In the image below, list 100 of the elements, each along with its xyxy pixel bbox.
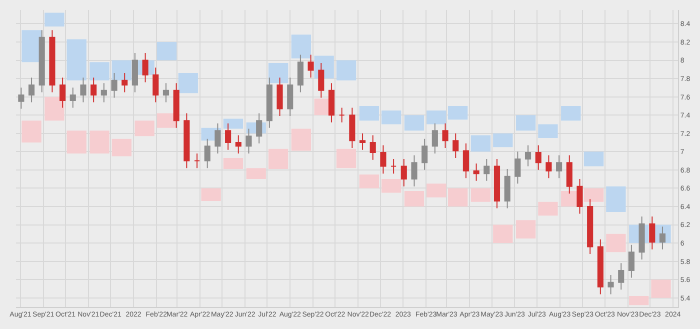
bar: [90, 130, 110, 154]
candlestick: [504, 168, 510, 209]
bar: [448, 106, 468, 120]
bar: [44, 12, 64, 26]
candlestick: [649, 216, 656, 250]
bar: [584, 188, 604, 202]
candlestick: [484, 158, 490, 182]
bar: [538, 124, 558, 138]
bar: [336, 148, 356, 168]
bar: [156, 42, 177, 60]
bar: [134, 120, 154, 136]
candlestick: [287, 77, 294, 117]
candlestick: [111, 72, 118, 98]
candlestick: [256, 112, 262, 144]
candlestick: [162, 82, 170, 103]
bar: [584, 152, 604, 166]
bar: [470, 188, 491, 202]
candlestick: [132, 52, 138, 93]
candlestick: [18, 87, 24, 110]
candlestick: [638, 216, 645, 260]
candlestick: [432, 122, 438, 154]
candlestick: [400, 158, 407, 187]
candlestick: [28, 77, 35, 103]
bar: [606, 234, 626, 252]
candlestick: [122, 72, 128, 93]
candlestick: [442, 122, 448, 148]
bar: [336, 60, 356, 80]
candlestick: [214, 122, 221, 154]
candlestick: [535, 144, 542, 170]
candlestick: [628, 244, 634, 278]
candlestick: [266, 77, 272, 128]
candlestick: [173, 82, 180, 128]
candlestick: [370, 134, 376, 160]
bar: [90, 62, 110, 80]
bar: [493, 224, 513, 244]
candlestick: [380, 144, 386, 174]
bar: [448, 188, 468, 206]
bar: [426, 184, 446, 198]
candlestick: [359, 132, 366, 150]
bar: [22, 30, 42, 62]
candlestick: [556, 154, 562, 179]
candlestick: [597, 238, 604, 295]
candlestick: [194, 152, 200, 169]
candlestick: [276, 77, 283, 117]
candlestick: [38, 30, 45, 93]
bar: [66, 39, 86, 80]
bar: [22, 120, 42, 143]
candlestick: [90, 77, 97, 103]
candlestick: [338, 107, 345, 123]
bar: [268, 63, 288, 84]
bar: [516, 220, 536, 238]
bar: [404, 190, 424, 206]
candlestick: [587, 198, 594, 254]
candlestick: [328, 82, 335, 123]
bar: [291, 128, 312, 151]
bar: [359, 106, 379, 121]
candlestick: [100, 82, 107, 103]
bar: [44, 96, 64, 121]
candlestick: [142, 52, 148, 83]
bar: [382, 110, 402, 124]
bar: [223, 118, 244, 129]
candlestick: [452, 132, 459, 159]
candlestick: [566, 154, 572, 194]
bar: [629, 296, 649, 306]
bar: [426, 110, 446, 124]
bar: [606, 186, 626, 212]
candlestick: [184, 112, 190, 169]
candlestick: [576, 178, 583, 214]
bar: [470, 135, 491, 152]
candlestick: [60, 77, 66, 108]
bar: [404, 115, 424, 131]
candlestick: [308, 54, 314, 78]
bar: [268, 148, 288, 170]
candlestick: [49, 30, 56, 93]
candlestick: [494, 158, 500, 209]
candlestick: [473, 163, 480, 182]
candlestick: [204, 138, 210, 169]
candlestick: [297, 54, 304, 93]
candlestick: [246, 128, 252, 154]
candlestick: [659, 226, 666, 250]
candlestick: [390, 158, 397, 174]
candlestick: [70, 87, 76, 108]
candlestick: [422, 138, 428, 170]
bar: [382, 179, 402, 193]
bar: [223, 158, 244, 170]
candlestick: [235, 134, 242, 154]
candlestick: [514, 151, 521, 184]
bar: [178, 73, 198, 94]
bar: [66, 130, 86, 154]
candlestick: [546, 154, 552, 179]
bar: [291, 34, 312, 58]
bar: [493, 133, 513, 148]
candlestick: [152, 67, 159, 103]
candlestick: [80, 77, 86, 103]
candlestick: [411, 154, 418, 187]
candlestick: [318, 62, 324, 98]
bar: [359, 174, 379, 188]
candlestick: [349, 107, 356, 148]
candlestick: [608, 274, 614, 295]
bar: [561, 106, 581, 121]
